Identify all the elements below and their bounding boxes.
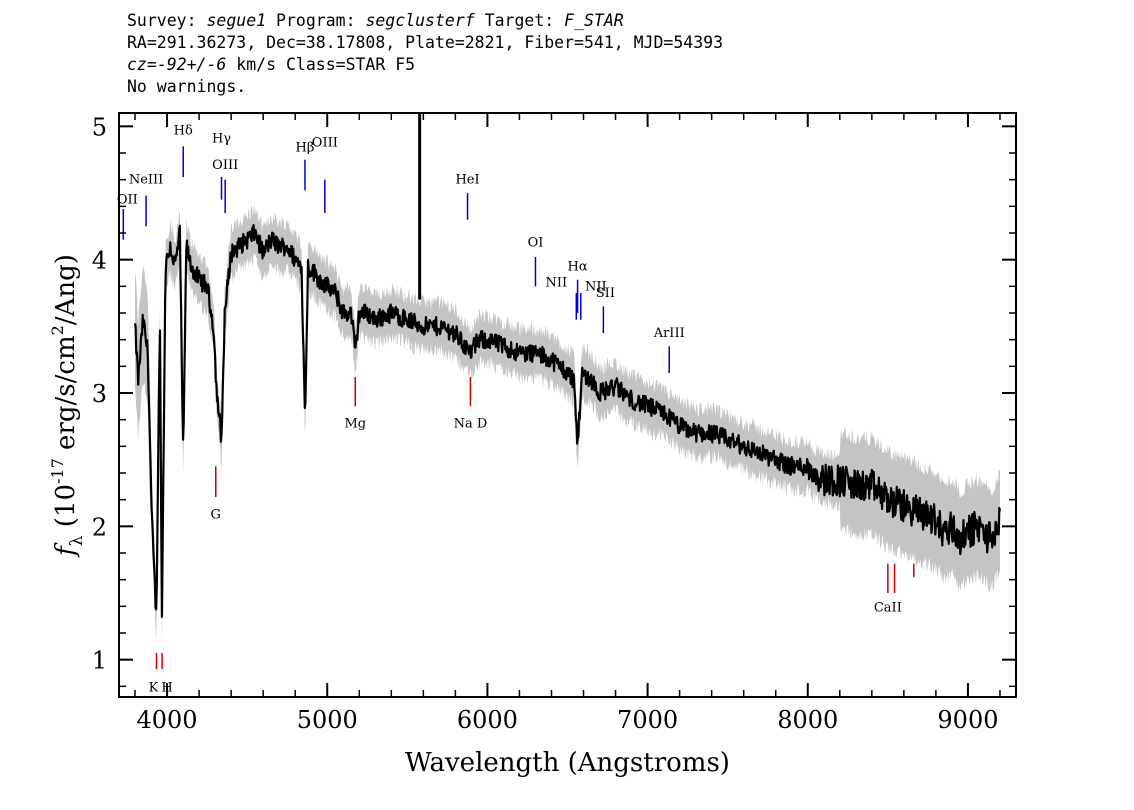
line-label: Mg — [344, 417, 366, 432]
header-line-warnings: No warnings. — [127, 77, 247, 96]
spectrum-line — [133, 223, 1002, 619]
line-label: SII — [596, 286, 615, 301]
axis-ticks: 4000 5000 6000 7000 8000 9000 1 2 3 4 5 — [92, 113, 1016, 734]
line-label: Hδ — [174, 123, 193, 138]
y-tick-label: 2 — [92, 513, 107, 541]
line-label: OI — [528, 235, 544, 250]
line-label: G — [211, 507, 221, 522]
line-label: Na D — [454, 417, 488, 432]
x-tick-label: 7000 — [617, 706, 678, 734]
x-tick-label: 9000 — [937, 706, 998, 734]
line-label: NeIII — [129, 173, 163, 188]
y-tick-label: 4 — [92, 247, 107, 275]
header-line-survey: Survey: segue1 Program: segclusterf Targ… — [127, 10, 723, 32]
x-axis-label: Wavelength (Angstroms) — [405, 748, 730, 778]
survey-label: Survey: — [127, 11, 207, 30]
line-label: HeI — [455, 173, 479, 188]
cz-label: cz= — [127, 55, 157, 74]
header-line-coords: RA=291.36273, Dec=38.17808, Plate=2821, … — [127, 33, 724, 52]
line-label: NII — [585, 279, 607, 294]
y-tick-label: 5 — [92, 113, 107, 141]
cz-value: -92+/-6 — [156, 55, 227, 74]
y-axis-label: fλ (10-17 erg/s/cm2/Ang) — [48, 254, 87, 558]
line-markers: OIINeIIIHδHγOIIIHβOIIIHeIOINIIHαNIISIIAr… — [117, 123, 915, 696]
line-label: Hβ — [296, 141, 315, 156]
line-label: OII — [117, 193, 138, 208]
cz-rest: km/s Class=STAR F5 — [226, 55, 416, 74]
x-tick-label: 4000 — [137, 706, 198, 734]
spectrum-header: Survey: segue1 Program: segclusterf Targ… — [127, 10, 723, 98]
line-label: Hγ — [212, 131, 231, 146]
line-label: OIII — [212, 158, 238, 173]
x-tick-label: 8000 — [777, 706, 838, 734]
y-tick-label: 3 — [92, 380, 107, 408]
x-tick-label: 6000 — [457, 706, 518, 734]
target-value: F_STAR — [564, 11, 624, 30]
x-tick-label: 5000 — [297, 706, 358, 734]
line-label: OIII — [312, 135, 338, 150]
program-label: Program: — [266, 11, 366, 30]
survey-value: segue1 — [206, 11, 267, 30]
y-tick-label: 1 — [92, 647, 107, 675]
line-label: Hα — [568, 259, 588, 274]
line-label: ArIII — [653, 326, 685, 341]
program-value: segclusterf — [365, 11, 475, 30]
line-label: K — [149, 681, 159, 696]
line-label: NII — [545, 275, 567, 290]
plot-frame — [118, 112, 1017, 698]
line-label: CaII — [874, 601, 902, 616]
header-line-redshift: cz=-92+/-6 km/s Class=STAR F5 — [127, 54, 723, 76]
target-label: Target: — [474, 11, 565, 30]
spectrum-series — [133, 113, 1002, 619]
